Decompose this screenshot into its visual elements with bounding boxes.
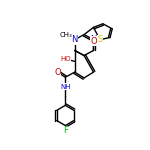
Text: O: O xyxy=(54,68,61,77)
Text: N: N xyxy=(72,35,78,44)
Text: S: S xyxy=(97,35,103,44)
Text: CH₃: CH₃ xyxy=(60,32,72,38)
Text: NH: NH xyxy=(60,84,71,90)
Text: HO: HO xyxy=(60,56,71,62)
Text: F: F xyxy=(63,126,68,135)
Text: N: N xyxy=(90,35,97,44)
Text: O: O xyxy=(90,37,97,46)
